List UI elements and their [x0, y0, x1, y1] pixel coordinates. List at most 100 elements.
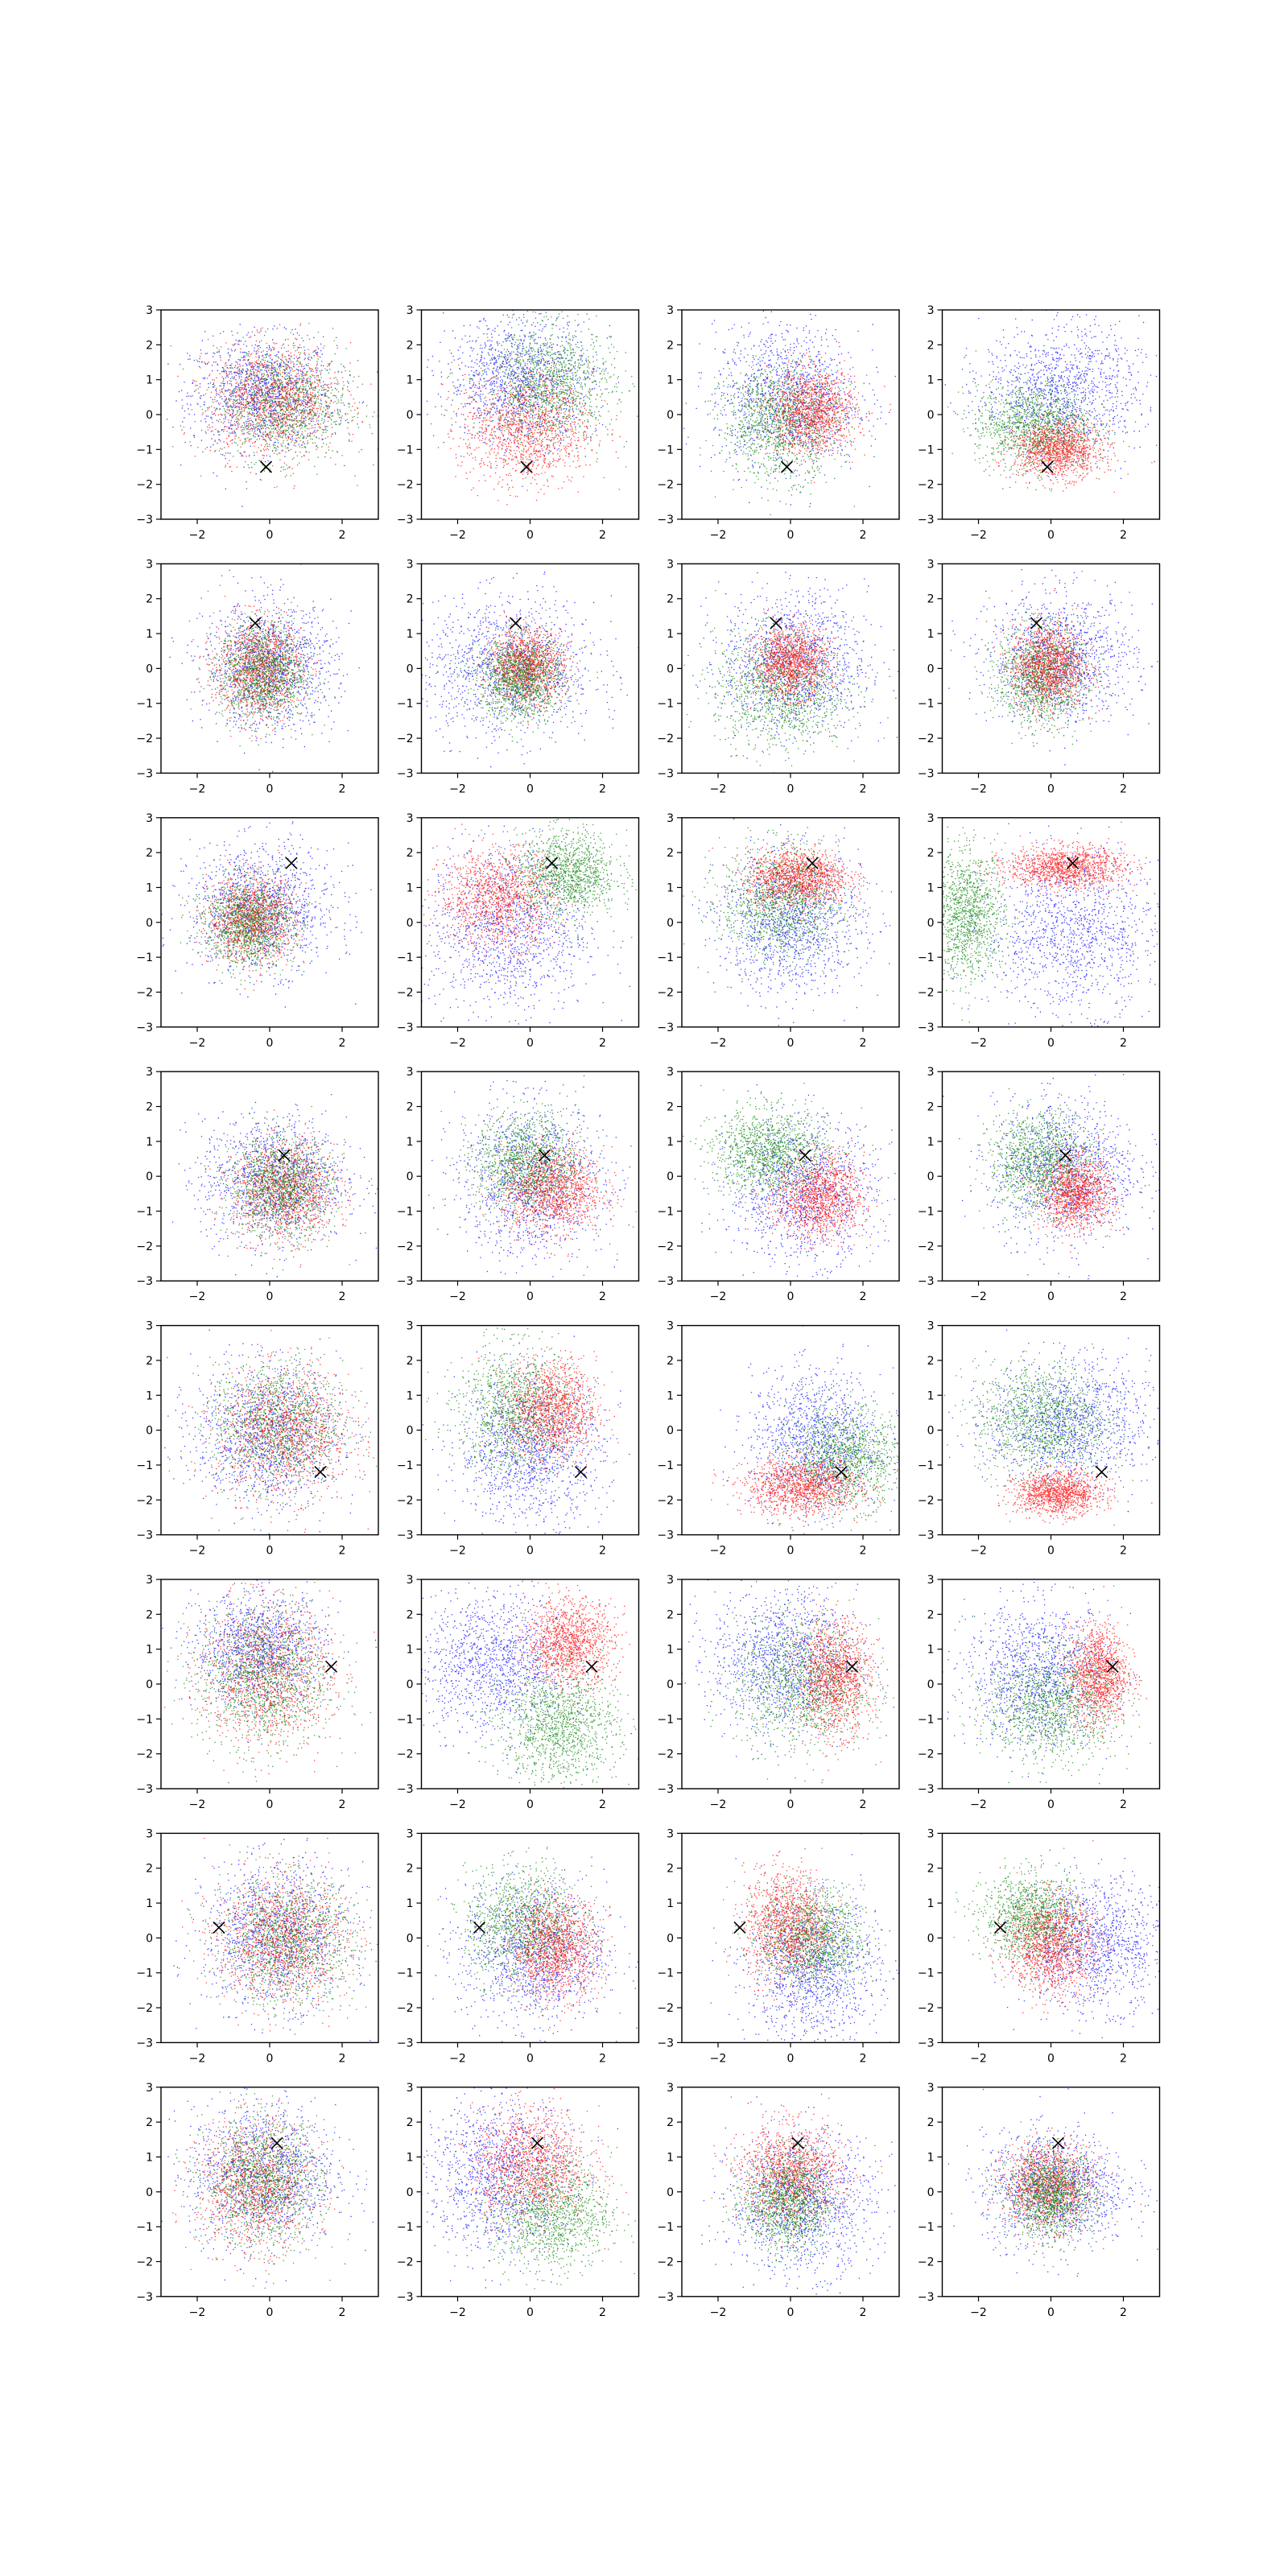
y-tick-label: 2 [407, 1608, 414, 1621]
subplot-points [948, 555, 1192, 766]
x-tick-label: −2 [710, 1545, 727, 1558]
y-tick-label: −2 [657, 1241, 674, 1253]
x-tick-label: 0 [1047, 1798, 1055, 1811]
y-tick-label: 1 [927, 1897, 935, 1910]
y-tick-label: −1 [397, 1459, 414, 1472]
x-tick-label: 0 [787, 529, 795, 542]
y-tick-label: 3 [407, 1320, 414, 1333]
y-tick-label: 0 [146, 1932, 153, 1945]
subplot-points [927, 1558, 1170, 1793]
y-tick-label: −2 [136, 1494, 153, 1507]
scatter-series-green [683, 782, 869, 980]
y-tick-label: 2 [667, 2116, 674, 2129]
x-tick-label: −2 [710, 2306, 727, 2319]
y-tick-label: −2 [397, 2002, 414, 2015]
x-tick-label: 0 [1047, 1290, 1055, 1303]
y-tick-label: −1 [918, 1459, 935, 1472]
y-tick-label: 2 [667, 847, 674, 860]
subplot-points [711, 1824, 931, 2073]
cross-marker [286, 857, 297, 869]
x-tick-label: 0 [787, 2306, 795, 2319]
y-tick-label: 3 [667, 558, 674, 571]
y-tick-label: −3 [397, 1022, 414, 1034]
y-tick-label: −1 [136, 444, 153, 456]
scatter-series-green [930, 1319, 1149, 1508]
x-tick-label: −2 [710, 782, 727, 795]
y-tick-label: 1 [407, 881, 414, 894]
x-tick-label: 2 [599, 1290, 606, 1303]
subplot-points [387, 1548, 664, 1810]
y-tick-label: 2 [927, 2116, 935, 2129]
x-tick-label: 0 [526, 782, 534, 795]
x-tick-label: 2 [1120, 1290, 1127, 1303]
y-tick-label: −2 [657, 986, 674, 999]
axes-frame [161, 1071, 378, 1281]
x-tick-label: 2 [1120, 529, 1127, 542]
scatter-series-blue [952, 816, 1261, 1050]
subplot-points [159, 805, 419, 1008]
y-tick-label: −3 [136, 1783, 153, 1796]
cross-marker [586, 1661, 597, 1672]
x-tick-label: −2 [449, 1798, 466, 1811]
x-tick-label: 0 [526, 2052, 534, 2065]
x-tick-label: 2 [339, 1037, 346, 1050]
x-tick-label: 0 [266, 1037, 274, 1050]
y-tick-label: 3 [667, 2082, 674, 2095]
y-tick-label: −1 [657, 1206, 674, 1219]
scatter-series-red [986, 590, 1108, 730]
y-tick-label: 1 [146, 1389, 153, 1402]
x-tick-label: −2 [710, 529, 727, 542]
y-tick-label: 3 [927, 2082, 935, 2095]
y-tick-label: −1 [657, 444, 674, 456]
scatter-series-green [204, 1106, 373, 1270]
axes-frame [943, 1579, 1160, 1789]
y-tick-label: 2 [146, 1863, 153, 1876]
y-tick-label: 1 [667, 1389, 674, 1402]
y-tick-label: −1 [918, 698, 935, 711]
y-tick-label: 2 [667, 1101, 674, 1114]
y-tick-label: 2 [927, 1608, 935, 1621]
y-tick-label: −3 [918, 1275, 935, 1288]
scatter-series-green [454, 2113, 641, 2297]
y-tick-label: −1 [397, 1967, 414, 1980]
y-tick-label: 3 [146, 1066, 153, 1079]
x-tick-label: 2 [860, 1290, 867, 1303]
y-tick-label: 2 [146, 593, 153, 606]
cross-marker [547, 857, 558, 869]
cross-marker [510, 617, 522, 629]
x-tick-label: 0 [1047, 2052, 1055, 2065]
y-tick-label: −2 [918, 2002, 935, 2015]
subplot-points [170, 561, 388, 772]
x-tick-label: 2 [1120, 782, 1127, 795]
y-tick-label: −2 [657, 733, 674, 745]
y-tick-label: 1 [146, 1136, 153, 1149]
y-tick-label: 0 [927, 1932, 935, 1945]
y-tick-label: −3 [397, 2291, 414, 2304]
y-tick-label: 3 [407, 304, 414, 317]
y-tick-label: −2 [136, 2002, 153, 2015]
x-tick-label: 0 [1047, 1545, 1055, 1558]
axes-frame [422, 310, 639, 519]
y-tick-label: −1 [657, 952, 674, 964]
y-tick-label: 0 [927, 2186, 935, 2199]
cross-marker [261, 461, 272, 473]
y-tick-label: −1 [397, 952, 414, 964]
x-tick-label: 0 [1047, 1037, 1055, 1050]
y-tick-label: −2 [136, 2256, 153, 2268]
scatter-series-blue [174, 1819, 434, 2045]
x-tick-label: 0 [526, 1798, 534, 1811]
y-tick-label: 0 [667, 1425, 674, 1438]
y-tick-label: −3 [918, 514, 935, 526]
x-tick-label: −2 [970, 2306, 987, 2319]
y-tick-label: −1 [657, 1713, 674, 1726]
x-tick-label: 2 [339, 1798, 346, 1811]
y-tick-label: −2 [397, 986, 414, 999]
